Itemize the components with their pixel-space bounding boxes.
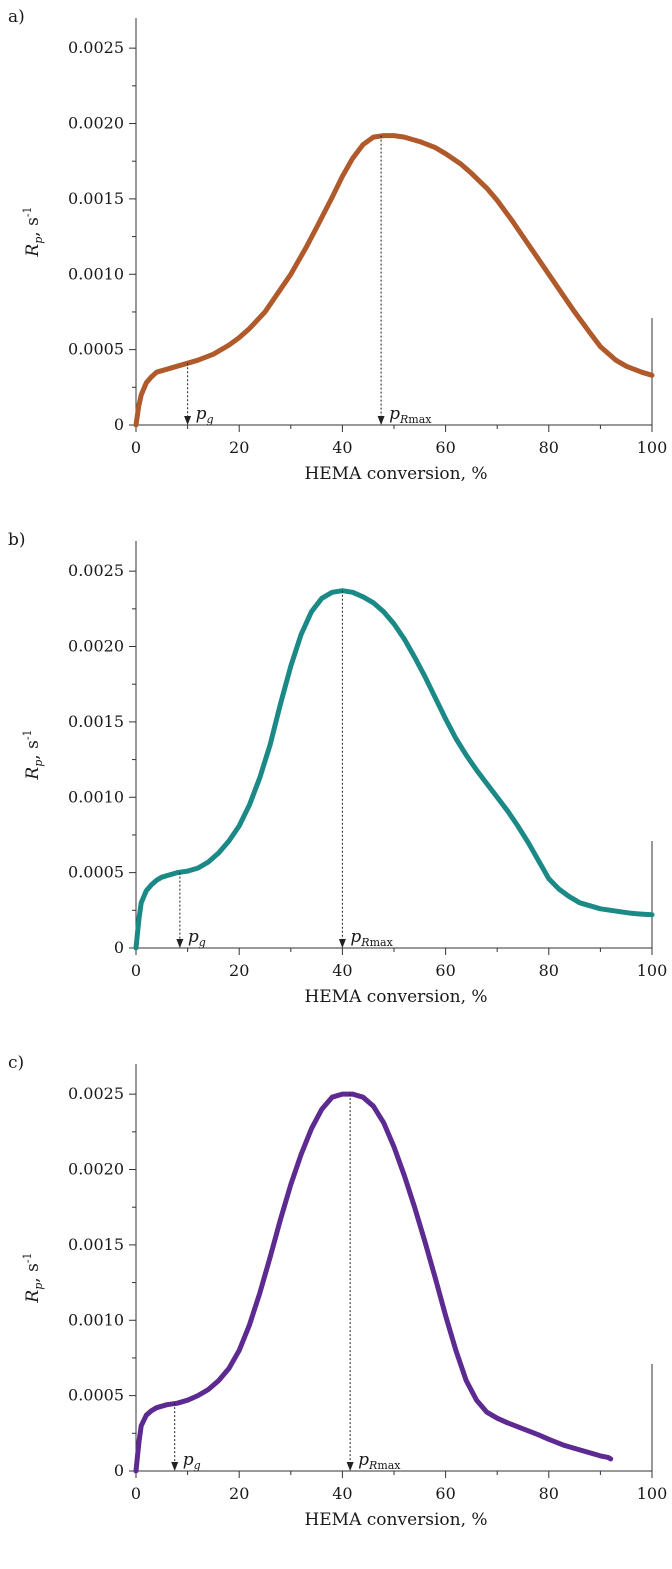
annotation-arrowhead — [184, 416, 192, 425]
x-tick-label: 60 — [435, 961, 455, 980]
y-tick-label: 0.0010 — [68, 1310, 124, 1329]
x-axis-title: HEMA conversion, % — [304, 987, 487, 1007]
y-tick-label: 0 — [114, 1461, 124, 1480]
chart-a: a) 0 20 40 60 80 100 0 0.0005 0.0010 0.0015 0.0020… — [8, 7, 667, 484]
x-tick-label: 20 — [229, 961, 249, 980]
x-tick-label: 20 — [229, 1484, 249, 1503]
x-axis-title: HEMA conversion, % — [304, 464, 487, 484]
annotation-prmax: pRmax — [389, 404, 432, 426]
annotation-pg: pg — [183, 1450, 201, 1472]
annotation-arrowhead — [338, 939, 346, 948]
annotation-pg: pg — [188, 927, 206, 949]
y-tick-label: 0.0025 — [68, 38, 124, 57]
y-tick-label: 0.0020 — [68, 637, 124, 656]
y-tick-label: 0 — [114, 938, 124, 957]
y-tick-label: 0.0025 — [68, 1084, 124, 1103]
x-tick-label: 80 — [539, 1484, 559, 1503]
y-tick-label: 0.0010 — [68, 264, 124, 283]
annotation-arrowhead — [346, 1462, 354, 1471]
annotation-arrowhead — [171, 1462, 179, 1471]
chart-c: c) 0 20 40 60 80 100 0 0.0005 0.0010 0.0015 0.0020… — [8, 1053, 667, 1530]
plot-area-b: 0 20 40 60 80 100 0 0.0005 0.0010 0.0015 0.0020 0.0… — [21, 541, 667, 1007]
x-tick-label: 100 — [637, 961, 668, 980]
annotation-prmax: pRmax — [350, 927, 393, 949]
y-tick-label: 0.0005 — [68, 863, 124, 882]
x-tick-label: 40 — [332, 961, 352, 980]
y-axis-title: Rp, s-1 — [21, 206, 45, 257]
series-line-b — [133, 588, 655, 951]
y-tick-label: 0.0015 — [68, 189, 124, 208]
x-tick-label: 60 — [435, 1484, 455, 1503]
y-tick-label: 0.0015 — [68, 712, 124, 731]
panel-label-a: a) — [8, 7, 25, 27]
y-tick-label: 0.0005 — [68, 340, 124, 359]
y-tick-label: 0.0015 — [68, 1235, 124, 1254]
y-tick-label: 0.0005 — [68, 1386, 124, 1405]
y-tick-label: 0 — [114, 415, 124, 434]
y-tick-label: 0.0025 — [68, 561, 124, 580]
annotation-arrowhead — [176, 939, 184, 948]
panel-label-c: c) — [8, 1053, 24, 1073]
annotation-arrowhead — [377, 416, 385, 425]
x-tick-label: 0 — [131, 438, 141, 457]
x-tick-label: 100 — [637, 438, 668, 457]
x-tick-label: 80 — [539, 961, 559, 980]
x-tick-label: 60 — [435, 438, 455, 457]
panel-label-b: b) — [8, 530, 26, 550]
plot-area-c: 0 20 40 60 80 100 0 0.0005 0.0010 0.0015 0.0020 0.0… — [21, 1064, 667, 1530]
chart-b: b) 0 20 40 60 80 100 0 0.0005 0.0010 0.0015 0.0020… — [8, 530, 667, 1007]
x-tick-label: 0 — [131, 961, 141, 980]
x-tick-label: 40 — [332, 438, 352, 457]
series-line-c — [133, 1091, 614, 1474]
y-tick-label: 0.0020 — [68, 114, 124, 133]
y-axis-title: Rp, s-1 — [21, 729, 45, 780]
series-line-a — [133, 133, 655, 428]
x-tick-label: 0 — [131, 1484, 141, 1503]
y-tick-label: 0.0020 — [68, 1160, 124, 1179]
annotation-pg: pg — [196, 404, 214, 426]
x-tick-label: 80 — [539, 438, 559, 457]
x-axis-title: HEMA conversion, % — [304, 1510, 487, 1530]
x-tick-label: 100 — [637, 1484, 668, 1503]
y-axis-title: Rp, s-1 — [21, 1252, 45, 1303]
x-tick-label: 20 — [229, 438, 249, 457]
y-tick-label: 0.0010 — [68, 787, 124, 806]
plot-area-a: 0 20 40 60 80 100 0 0.0005 0.0010 0.0015 0.0020 0.0… — [21, 18, 667, 484]
annotation-prmax: pRmax — [358, 1450, 401, 1472]
x-tick-label: 40 — [332, 1484, 352, 1503]
